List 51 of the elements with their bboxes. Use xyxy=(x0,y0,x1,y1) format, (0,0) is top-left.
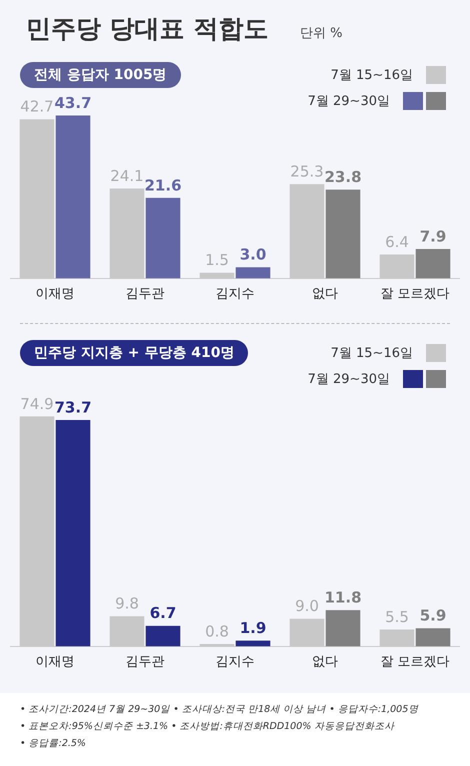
data-label: 24.1 xyxy=(110,166,144,185)
data-label: 0.8 xyxy=(205,622,229,640)
data-label: 23.8 xyxy=(324,168,362,186)
chart-title: 민주당 당대표 적합도 xyxy=(26,13,268,45)
bar xyxy=(146,198,180,278)
bar xyxy=(56,420,90,646)
x-tick-label: 이재명 xyxy=(36,286,74,302)
data-label: 5.5 xyxy=(385,608,409,626)
data-label: 21.6 xyxy=(144,176,182,194)
bar xyxy=(236,267,270,278)
x-tick-label: 김두관 xyxy=(126,654,164,670)
data-label: 5.9 xyxy=(420,606,446,625)
data-label: 3.0 xyxy=(240,246,266,264)
data-label: 11.8 xyxy=(324,588,362,607)
text: • 조사기간:2024년 7월 29~30일 • 조사대상:전국 만18세 이상 남녀 • 응답자수:1,005명 xyxy=(20,703,420,717)
x-tick-label: 이재명 xyxy=(36,654,74,670)
bar xyxy=(236,640,270,646)
data-label: 9.8 xyxy=(115,594,139,613)
legend-label: 7월 29~30일 xyxy=(308,371,390,388)
legend-label: 7월 15~16일 xyxy=(330,67,413,84)
text: • 응답률:2.5% xyxy=(20,737,87,751)
bar xyxy=(56,115,90,278)
x-tick-label: 김두관 xyxy=(126,286,164,302)
x-tick-label: 없다 xyxy=(312,286,338,302)
x-tick-label: 김지수 xyxy=(216,654,254,670)
bar xyxy=(146,626,180,646)
x-tick-label: 김지수 xyxy=(216,286,254,302)
legend-label: 7월 29~30일 xyxy=(308,93,390,110)
x-tick-label: 잘 모르겠다 xyxy=(380,654,450,670)
data-label: 25.3 xyxy=(290,162,324,180)
data-label: 9.0 xyxy=(295,597,319,616)
data-label: 43.7 xyxy=(54,94,92,112)
data-label: 73.7 xyxy=(54,398,92,416)
text: 전체 응답자 1005명 xyxy=(20,62,181,88)
chart-title: 민주당 지지층 + 무당층 410명 xyxy=(20,340,248,366)
x-tick-label: 없다 xyxy=(312,654,338,670)
data-label: 74.9 xyxy=(20,394,54,413)
text: • 표본오차:95%신뢰수준 ±3.1% • 조사방법:휴대전화RDD100% 자동응답전화조사 xyxy=(20,720,396,734)
legend-label: 7월 15~16일 xyxy=(330,345,413,362)
bar xyxy=(416,248,450,278)
data-label: 1.5 xyxy=(205,251,229,270)
data-label: 6.4 xyxy=(385,232,409,251)
x-tick-label: 잘 모르겠다 xyxy=(380,286,450,302)
bar xyxy=(416,628,450,646)
data-label: 6.7 xyxy=(150,604,176,622)
data-label: 1.9 xyxy=(240,618,266,637)
data-label: 7.9 xyxy=(420,227,446,246)
bar xyxy=(326,610,360,646)
data-label: 42.7 xyxy=(20,98,54,116)
bar xyxy=(326,190,360,278)
chart-subtitle: 단위 % xyxy=(300,25,342,42)
